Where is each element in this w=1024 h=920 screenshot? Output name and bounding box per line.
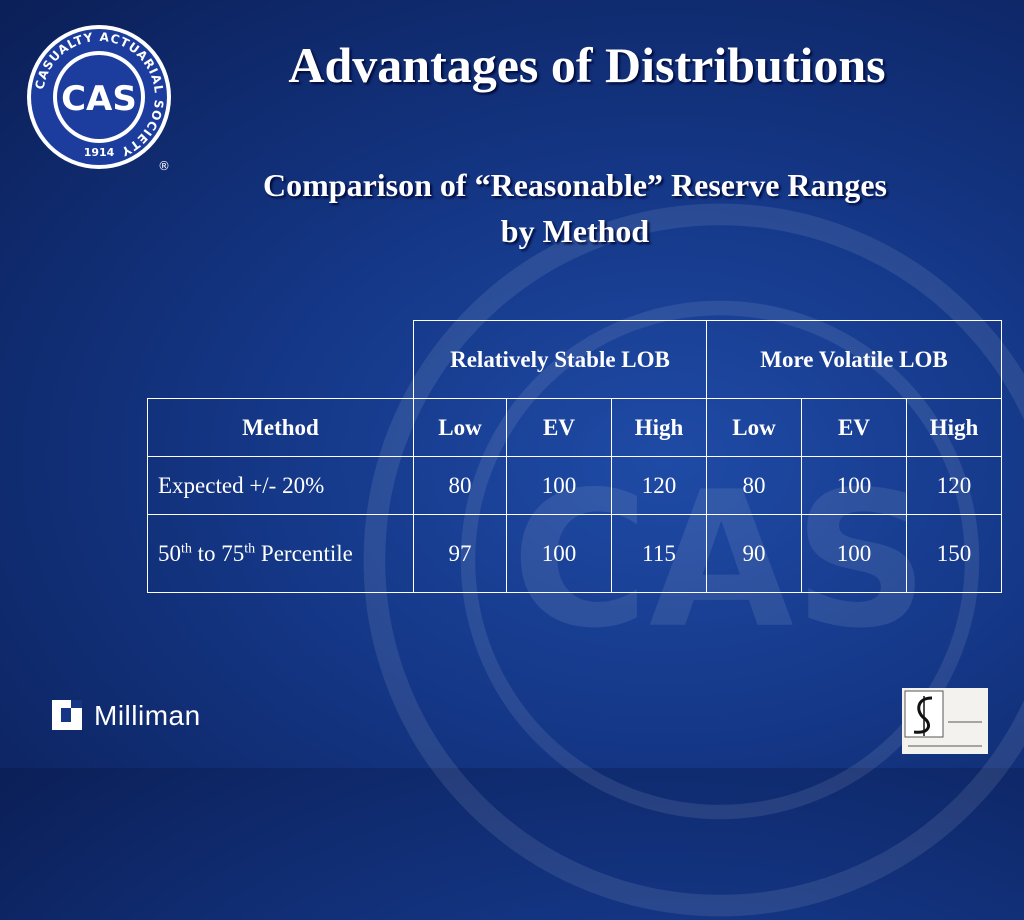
- label-part: Percentile: [255, 540, 353, 566]
- slide-title: Advantages of Distributions: [288, 37, 886, 93]
- sub-header-volatile-low: Low: [706, 398, 802, 457]
- table-cell: 90: [706, 514, 802, 593]
- subtitle-line-1: Comparison of “Reasonable” Reserve Range…: [263, 167, 887, 203]
- table-cell: 97: [413, 514, 507, 593]
- logo-registered-mark: ®: [158, 159, 170, 172]
- table-cell: 115: [611, 514, 707, 593]
- table-cell: 150: [906, 514, 1002, 593]
- logo-year: 1914: [84, 146, 115, 159]
- table-cell: 100: [801, 514, 907, 593]
- method-header: Method: [147, 398, 414, 457]
- group-header-stable: Relatively Stable LOB: [413, 320, 707, 399]
- table-row: 50th to 75th Percentile 97 100 115 90 10…: [147, 514, 1002, 593]
- table-corner-empty: [148, 321, 414, 399]
- partner-logo: [902, 688, 988, 754]
- logo-center-text: CAS: [61, 79, 137, 119]
- table-cell: 80: [706, 456, 802, 515]
- table-cell: 80: [413, 456, 507, 515]
- table-cell: 100: [506, 456, 612, 515]
- table-cell: 100: [801, 456, 907, 515]
- sub-header-stable-ev: EV: [506, 398, 612, 457]
- cas-logo: CASUALTY ACTUARIAL SOCIETY CAS 1914 ®: [27, 25, 171, 172]
- row-label-expected: Expected +/- 20%: [147, 456, 414, 515]
- sub-header-volatile-high: High: [906, 398, 1002, 457]
- table-cell: 120: [611, 456, 707, 515]
- sub-header-stable-high: High: [611, 398, 707, 457]
- label-part: 50: [158, 540, 181, 566]
- table-row: Expected +/- 20% 80 100 120 80 100 120: [147, 456, 1002, 515]
- label-superscript: th: [244, 540, 256, 556]
- label-part: to 75: [191, 540, 245, 566]
- row-label-percentile: 50th to 75th Percentile: [147, 514, 414, 593]
- table-group-header-row: Relatively Stable LOB More Volatile LOB: [148, 320, 1002, 399]
- label-superscript: th: [181, 540, 192, 556]
- table-cell: 120: [906, 456, 1002, 515]
- table-cell: 100: [506, 514, 612, 593]
- table-sub-header-row: Method Low EV High Low EV High: [147, 398, 1002, 457]
- slide-subtitle: Comparison of “Reasonable” Reserve Range…: [170, 162, 980, 254]
- subtitle-line-2: by Method: [500, 213, 650, 249]
- sub-header-stable-low: Low: [413, 398, 507, 457]
- milliman-brand-text: Milliman: [94, 700, 201, 731]
- group-header-volatile: More Volatile LOB: [706, 320, 1002, 399]
- milliman-logo-icon: [52, 700, 82, 730]
- sub-header-volatile-ev: EV: [801, 398, 907, 457]
- reserve-range-table: Relatively Stable LOB More Volatile LOB …: [147, 320, 1002, 593]
